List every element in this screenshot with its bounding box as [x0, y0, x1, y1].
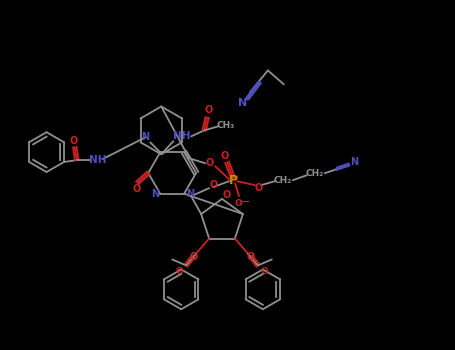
Text: N: N [151, 189, 159, 199]
Text: O: O [204, 105, 212, 116]
Text: N: N [351, 157, 359, 167]
Text: N: N [141, 132, 149, 142]
Text: O: O [70, 136, 78, 146]
Text: N: N [238, 98, 248, 108]
Text: NH: NH [173, 131, 191, 141]
Text: O: O [210, 180, 218, 190]
Text: CH₂: CH₂ [306, 169, 324, 178]
Text: O: O [261, 267, 269, 276]
Text: O: O [247, 252, 255, 262]
Text: O: O [189, 252, 197, 262]
Text: O: O [175, 267, 183, 276]
Text: O: O [205, 158, 213, 168]
Text: −: − [241, 197, 251, 207]
Text: O: O [221, 151, 229, 161]
Text: CH₃: CH₃ [217, 121, 235, 130]
Text: O: O [234, 198, 242, 208]
Text: N: N [186, 189, 194, 199]
Text: O: O [132, 184, 141, 194]
Text: P: P [228, 174, 238, 187]
Text: O: O [255, 183, 263, 193]
Text: O: O [223, 190, 231, 200]
Text: NH: NH [89, 155, 106, 165]
Text: CH₂: CH₂ [274, 176, 292, 185]
